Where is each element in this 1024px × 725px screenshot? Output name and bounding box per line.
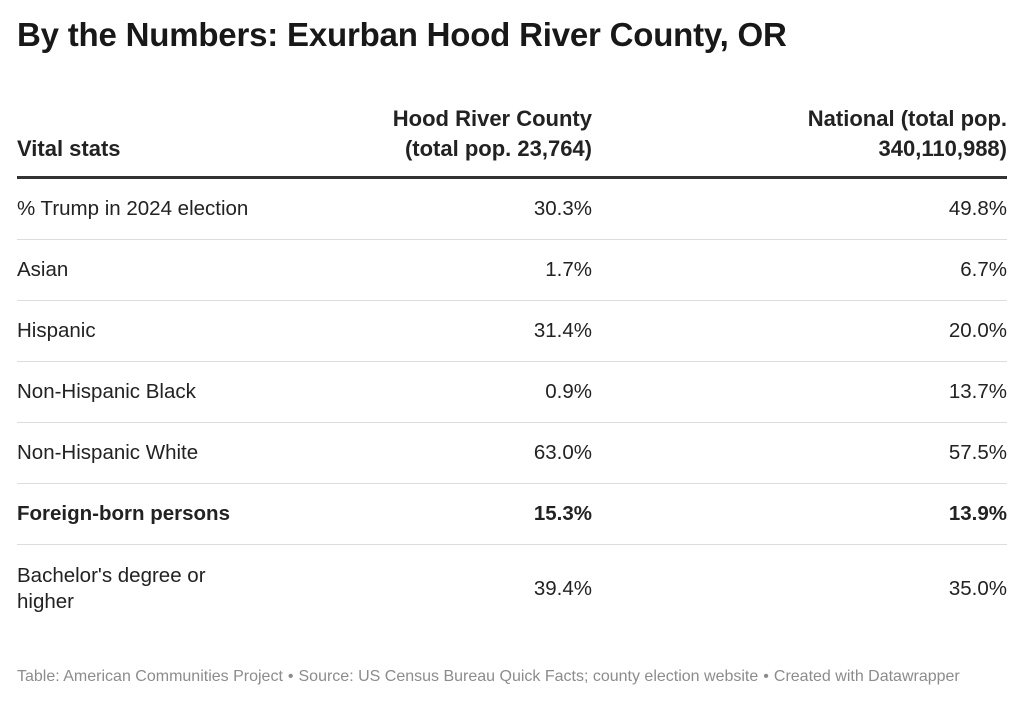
national-value-cell: 49.8% xyxy=(592,177,1007,240)
row-label-cell: Bachelor's degree or higher xyxy=(17,564,206,613)
row-label-cell: Asian xyxy=(17,239,392,301)
national-value-cell: 35.0% xyxy=(948,577,1007,600)
column-header-label-line2: 340,110,988) xyxy=(878,136,1007,161)
county-value-cell: 0.9% xyxy=(392,361,592,423)
county-value-cell: 1.7% xyxy=(392,239,592,301)
column-header-vital-stats[interactable]: Vital stats xyxy=(17,96,392,179)
header-row: Vital stats Hood River County (total pop… xyxy=(17,96,1007,179)
table-body: % Trump in 2024 election 30.3% 49.8% Asian 1… xyxy=(17,177,1007,634)
row-label-cell: Non-Hispanic Black xyxy=(17,361,392,423)
column-header-label-line1: National (total pop. xyxy=(807,106,1007,131)
table-row: Asian 1.7% 6.7% xyxy=(17,239,1007,301)
national-value-cell: 57.5% xyxy=(592,422,1007,484)
county-value-cell: 39.4% xyxy=(533,577,592,600)
column-header-label: Vital stats xyxy=(17,136,121,161)
footer-created-with: Created with Datawrapper xyxy=(773,668,960,685)
row-label-cell: Non-Hispanic White xyxy=(17,422,392,484)
footer-separator: • xyxy=(763,668,769,685)
footer-notes: Table: American Communities Project • Sour… xyxy=(17,666,1007,687)
table-row: Bachelor's degree or higher 39.4% 35.0% xyxy=(17,545,1007,634)
national-value-cell: 13.9% xyxy=(592,483,1007,545)
county-value-cell: 15.3% xyxy=(392,483,592,545)
footer-table-credit: Table: American Communities Project xyxy=(17,668,283,685)
column-header-county[interactable]: Hood River County (total pop. 23,764) xyxy=(392,96,592,179)
column-header-label-line2: (total pop. 23,764) xyxy=(404,136,592,161)
county-value-cell: 31.4% xyxy=(392,300,592,362)
table-row: Non-Hispanic Black 0.9% 13.7% xyxy=(17,361,1007,423)
national-value-cell: 6.7% xyxy=(592,239,1007,301)
table-row: Foreign-born persons 15.3% 13.9% xyxy=(17,483,1007,545)
column-header-label-line1: Hood River County xyxy=(392,106,592,131)
table-row: Hispanic 31.4% 20.0% xyxy=(17,300,1007,362)
table-row: % Trump in 2024 election 30.3% 49.8% xyxy=(17,177,1007,240)
page-title: By the Numbers: Exurban Hood River Count… xyxy=(17,16,787,53)
row-label-cell: Hispanic xyxy=(17,300,392,362)
county-value-cell: 63.0% xyxy=(392,422,592,484)
data-table: Vital stats Hood River County (total pop… xyxy=(17,96,1007,633)
table-row: Non-Hispanic White 63.0% 57.5% xyxy=(17,422,1007,484)
row-label-cell: Foreign-born persons xyxy=(17,483,392,545)
national-value-cell: 20.0% xyxy=(592,300,1007,362)
column-header-national[interactable]: National (total pop. 340,110,988) xyxy=(592,96,1007,179)
footer-separator: • xyxy=(287,668,294,685)
row-label-cell: % Trump in 2024 election xyxy=(17,177,392,240)
county-value-cell: 30.3% xyxy=(392,177,592,240)
national-value-cell: 13.7% xyxy=(592,361,1007,423)
footer-source: Source: US Census Bureau Quick Facts; co… xyxy=(298,668,759,685)
